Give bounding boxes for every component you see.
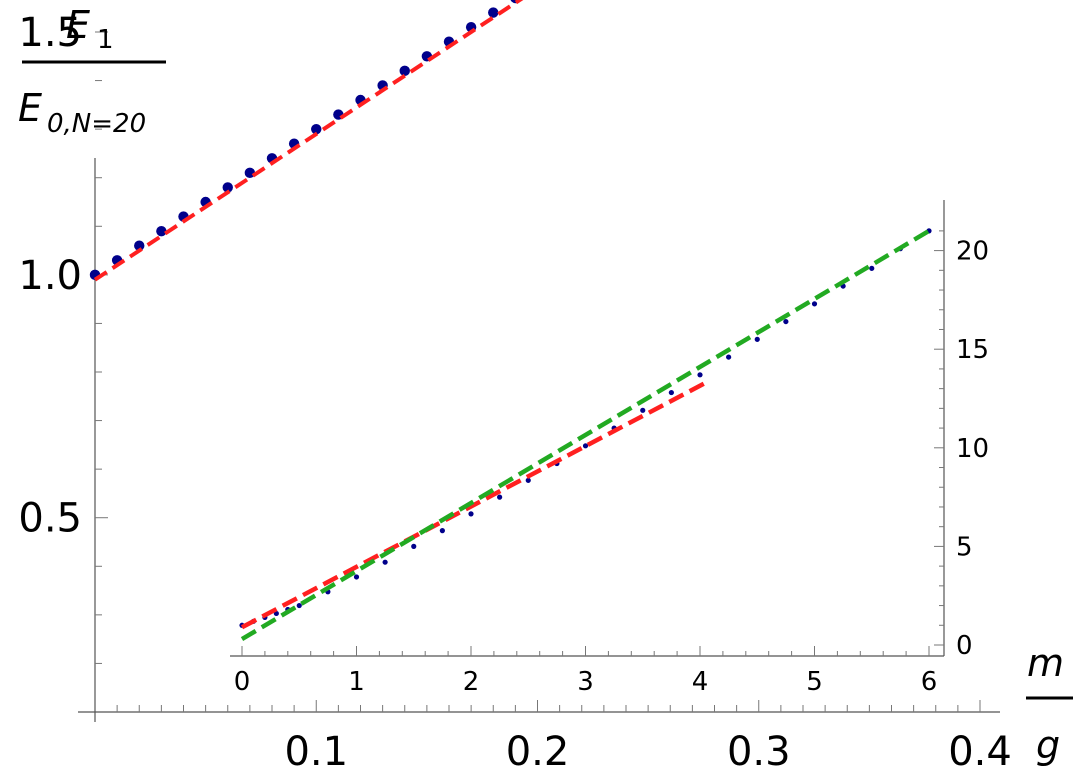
inset-x-tick-label: 6 <box>921 667 938 697</box>
inset-y-tick-label: 5 <box>956 532 973 562</box>
main-fit-line <box>93 0 524 282</box>
inset-data-point <box>783 318 789 325</box>
main-x-tick-label: 0.1 <box>284 729 348 775</box>
inset-data-point <box>811 301 818 307</box>
inset-data-point <box>497 494 503 500</box>
inset-fit-line <box>240 380 707 630</box>
x-label-denominator: g <box>1036 723 1060 767</box>
main-x-tick-label: 0.4 <box>948 729 1012 775</box>
inset-axes <box>230 198 945 657</box>
main-data-point <box>488 7 499 18</box>
inset-data-point <box>582 443 589 449</box>
inset-data-point <box>697 372 703 378</box>
main-x-tick-label: 0.2 <box>506 729 570 775</box>
inset-data-point <box>468 511 474 517</box>
main-series <box>89 0 524 282</box>
inset-x-tick-label: 1 <box>348 667 365 697</box>
inset-data-point <box>382 559 388 565</box>
y-axis-label: E 1 E 0,N=20 <box>18 3 166 139</box>
main-data-point <box>134 240 145 251</box>
main-y-tick-label: 1.0 <box>18 253 82 299</box>
inset-series <box>239 228 932 642</box>
inset-data-point <box>439 528 445 534</box>
inset-data-point <box>411 543 417 550</box>
inset-x-tick-label: 2 <box>463 667 480 697</box>
main-data-point <box>399 65 410 77</box>
inset-data-point <box>525 477 531 483</box>
main-data-point <box>156 225 167 237</box>
main-axes <box>78 158 1000 722</box>
inset-data-point <box>754 336 760 342</box>
inset-data-point <box>353 574 360 580</box>
y-label-denominator: E <box>18 86 42 130</box>
inset-x-tick-label: 0 <box>234 667 251 697</box>
x-axis-label: m g <box>1026 641 1073 767</box>
inset-y-tick-label: 0 <box>956 631 973 661</box>
x-label-numerator: m <box>1027 641 1064 685</box>
inset-y-tick-label: 10 <box>956 434 989 464</box>
main-x-tick-label: 0.3 <box>727 729 791 775</box>
inset-data-point <box>640 407 646 413</box>
y-label-numerator-sub: 1 <box>97 25 114 55</box>
y-label-denominator-sub: 0,N=20 <box>47 109 146 139</box>
inset-data-point <box>668 389 674 396</box>
inset-data-point <box>726 354 732 360</box>
inset-data-point <box>296 602 302 609</box>
inset-background <box>230 198 945 656</box>
main-y-tick-label: 1.5 <box>18 10 82 56</box>
inset-fit-line <box>240 228 931 642</box>
main-data-point <box>244 167 256 179</box>
inset-x-tick-label: 5 <box>806 667 823 697</box>
inset-x-tick-label: 3 <box>577 667 594 697</box>
inset-y-tick-label: 15 <box>956 335 989 365</box>
inset-x-tick-label: 4 <box>692 667 709 697</box>
main-y-tick-label: 0.5 <box>18 496 82 542</box>
y-label-numerator: E <box>66 3 90 47</box>
inset-data-point <box>869 265 875 271</box>
main-data-point <box>222 182 233 193</box>
main-tick-marks: 0.10.20.30.40.51.01.52.0 <box>18 10 1012 775</box>
main-data-point <box>311 123 322 135</box>
inset-y-tick-label: 20 <box>956 237 989 267</box>
